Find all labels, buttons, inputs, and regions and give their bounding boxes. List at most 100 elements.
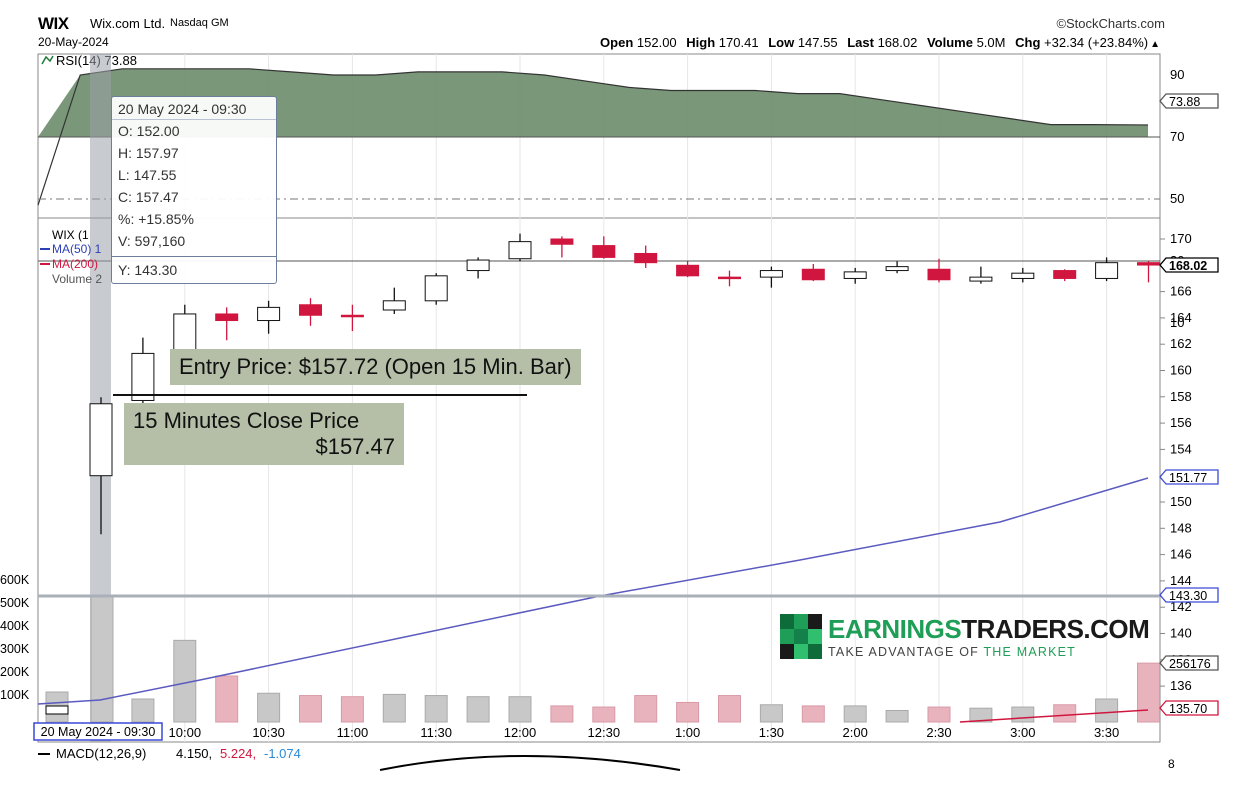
chg-up-arrow-icon: ▲ bbox=[1150, 39, 1160, 50]
volume-bar bbox=[257, 692, 281, 723]
volume-bar bbox=[90, 595, 114, 723]
open-value: 152.00 bbox=[636, 35, 677, 50]
x-tick-label: 2:30 bbox=[926, 725, 951, 740]
price-tick-label: 162 bbox=[1170, 336, 1192, 351]
volume-bar bbox=[1137, 662, 1160, 723]
price-tag-label: 168.02 bbox=[1169, 259, 1207, 273]
candle-body bbox=[634, 252, 658, 264]
logo-grid-icon bbox=[780, 614, 822, 660]
price-tick-label: 166 bbox=[1170, 284, 1192, 299]
volume-tick-label: 600K bbox=[0, 573, 30, 587]
exchange-name: Nasdaq GM bbox=[170, 17, 229, 29]
price-tag-box bbox=[1159, 469, 1219, 485]
candle-body bbox=[508, 241, 532, 260]
candle-body bbox=[718, 276, 741, 280]
volume-bar bbox=[340, 696, 364, 723]
price-tick-label: 146 bbox=[1170, 547, 1192, 562]
tooltip-y-value: Y: 143.30 bbox=[112, 256, 276, 283]
x-tick-label: 3:30 bbox=[1094, 725, 1119, 740]
ohlc-tooltip: 20 May 2024 - 09:30 O: 152.00 H: 157.97 … bbox=[111, 96, 277, 284]
tooltip-high: H: 157.97 bbox=[118, 145, 179, 161]
rsi-tick-label: 90 bbox=[1170, 67, 1184, 82]
candle-body bbox=[89, 403, 113, 477]
price-tick-label: 144 bbox=[1170, 573, 1192, 588]
volume-bar bbox=[1011, 706, 1035, 723]
logo-wordmark: EARNINGSTRADERS.COM bbox=[828, 614, 1150, 645]
price-tick-label: 154 bbox=[1170, 441, 1192, 456]
logo-tagline: TAKE ADVANTAGE OF THE MARKET bbox=[828, 645, 1076, 659]
x-tick-label: 12:30 bbox=[588, 725, 621, 740]
candle-body bbox=[215, 313, 239, 322]
candle-body bbox=[299, 304, 322, 316]
price-tick-label: 170 bbox=[1170, 231, 1192, 246]
legend-entry: MA(50) 1 bbox=[52, 242, 102, 256]
quote-bar: Open 152.00 High 170.41 Low 147.55 Last … bbox=[600, 35, 1160, 50]
low-value: 147.55 bbox=[797, 35, 838, 50]
x-tick-label: 11:00 bbox=[337, 725, 369, 740]
chg-label: Chg bbox=[1015, 35, 1041, 50]
legend-entry: WIX (1 bbox=[52, 228, 89, 242]
candle-body bbox=[1095, 262, 1119, 279]
logo-name-green: EARNINGS bbox=[828, 614, 962, 644]
rsi-tick-label: 10 bbox=[1170, 315, 1184, 330]
volume-bar bbox=[759, 704, 783, 723]
volume-bar bbox=[299, 695, 322, 723]
volume-bar bbox=[927, 706, 951, 723]
x-tick-label: 1:30 bbox=[759, 725, 784, 740]
volume-bar bbox=[969, 707, 993, 723]
candle-body bbox=[927, 268, 951, 281]
rsi-chart-icon bbox=[41, 55, 54, 65]
tooltip-close: C: 157.47 bbox=[118, 189, 179, 205]
macd-label: MACD(12,26,9) bbox=[56, 746, 146, 761]
open-label: Open bbox=[600, 35, 634, 50]
rsi-tick-label: 70 bbox=[1170, 129, 1184, 144]
volume-label: Volume bbox=[926, 35, 973, 50]
volume-bar bbox=[592, 706, 616, 723]
legend-entry: MA(200) bbox=[52, 257, 98, 271]
volume-bar bbox=[1095, 698, 1119, 723]
last-label: Last bbox=[847, 35, 874, 50]
chg-value: +32.34 (+23.84%) bbox=[1044, 35, 1149, 50]
price-tick-label: 148 bbox=[1170, 520, 1192, 535]
logo-name-dark: TRADERS.COM bbox=[961, 614, 1150, 644]
candle-body bbox=[759, 270, 783, 278]
candle-body bbox=[592, 245, 616, 258]
x-tick-label: 10:30 bbox=[252, 725, 285, 740]
volume-bar bbox=[634, 695, 658, 723]
company-name: Wix.com Ltd. bbox=[90, 16, 166, 31]
volume-tick-label: 200K bbox=[0, 665, 30, 679]
tooltip-volume: V: 597,160 bbox=[118, 233, 186, 249]
price-tick-label: 160 bbox=[1170, 363, 1192, 378]
x-highlight-box bbox=[33, 722, 163, 741]
volume-bar bbox=[885, 710, 909, 723]
candle-body bbox=[801, 268, 825, 281]
price-tag-box bbox=[1159, 587, 1219, 603]
ma200-line bbox=[959, 709, 1149, 723]
rsi-tick-label: 50 bbox=[1170, 191, 1184, 206]
candle-body bbox=[382, 300, 406, 311]
price-tick-label: 158 bbox=[1170, 389, 1192, 404]
earningstraders-logo: EARNINGSTRADERS.COM TAKE ADVANTAGE OF TH… bbox=[780, 614, 1150, 662]
price-tag-box bbox=[1159, 93, 1219, 109]
price-tag-box bbox=[1159, 655, 1219, 671]
close-annotation-line2: $157.47 bbox=[315, 434, 395, 459]
chart-date: 20-May-2024 bbox=[38, 35, 109, 49]
candle-body bbox=[340, 314, 364, 318]
candle-body bbox=[550, 238, 574, 245]
candle-body bbox=[1053, 270, 1077, 279]
logo-tag-green: THE MARKET bbox=[983, 645, 1076, 659]
price-tick-label: 140 bbox=[1170, 626, 1192, 641]
volume-tick-label: 300K bbox=[0, 642, 30, 656]
candle-body bbox=[173, 313, 197, 352]
ma50-line bbox=[37, 477, 1149, 705]
high-label: High bbox=[686, 35, 716, 50]
price-tag-box bbox=[1159, 700, 1219, 716]
entry-price-annotation: Entry Price: $157.72 (Open 15 Min. Bar) bbox=[170, 349, 581, 385]
volume-value: 5.0M bbox=[976, 35, 1006, 50]
tooltip-title: 20 May 2024 - 09:30 bbox=[112, 97, 276, 120]
price-tick-label: 136 bbox=[1170, 678, 1192, 693]
rsi-line bbox=[37, 68, 1149, 206]
volume-bar bbox=[382, 693, 406, 723]
price-tag-box bbox=[1159, 257, 1219, 273]
